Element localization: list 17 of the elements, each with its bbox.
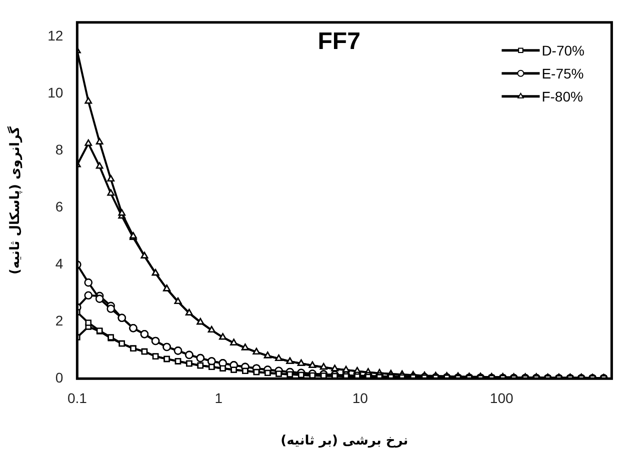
y-tick-label: 8 bbox=[55, 141, 64, 158]
x-tick-label: 100 bbox=[490, 390, 514, 406]
chart-title: FF7 bbox=[318, 28, 360, 56]
y-tick-label: 6 bbox=[55, 198, 64, 214]
legend-label: F-80% bbox=[542, 88, 583, 104]
legend-label: E-75% bbox=[542, 65, 584, 82]
legend-label: D-70% bbox=[542, 42, 584, 58]
y-tick-label: 12 bbox=[48, 28, 64, 44]
y-tick-label: 4 bbox=[55, 255, 64, 272]
y-tick-label: 10 bbox=[48, 84, 64, 100]
x-axis-title: نرخ برشی (بر ثانیه) bbox=[280, 434, 408, 449]
x-tick-label: 10 bbox=[352, 390, 368, 406]
y-axis-title: گرانروی (پاسکال ثانیه) bbox=[7, 126, 24, 275]
x-tick-label: 0.1 bbox=[67, 390, 88, 406]
y-tick-label: 2 bbox=[55, 312, 64, 328]
y-tick-label: 0 bbox=[55, 369, 64, 386]
x-tick-label: 1 bbox=[214, 390, 223, 406]
